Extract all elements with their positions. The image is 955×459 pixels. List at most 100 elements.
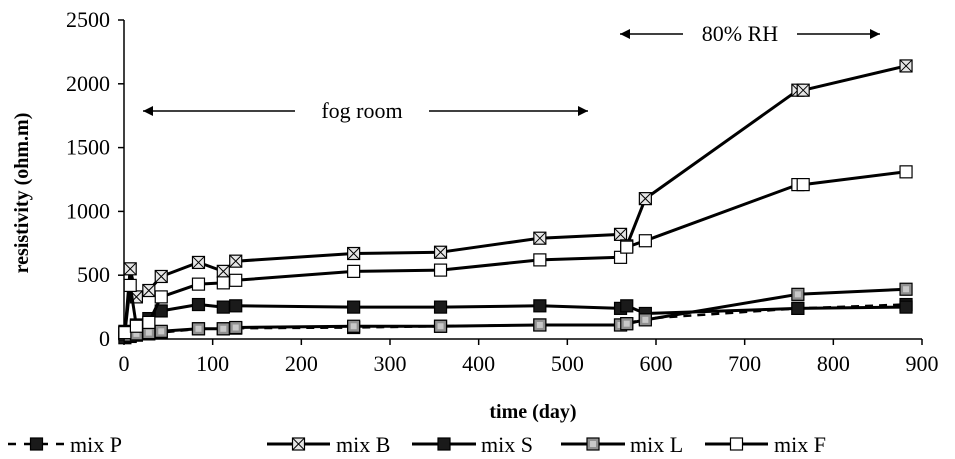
- marker-cross: [123, 262, 137, 276]
- data-point: [433, 263, 448, 277]
- marker-box: [216, 300, 230, 314]
- series-mix-f: [118, 165, 913, 340]
- y-tick-label: 500: [77, 262, 110, 287]
- legend-label: mix F: [774, 432, 826, 457]
- data-point: [796, 178, 810, 192]
- marker-box: [154, 290, 168, 304]
- data-point: [216, 322, 230, 336]
- data-point: [899, 59, 913, 73]
- marker-core: [437, 323, 444, 330]
- data-point: [191, 322, 206, 336]
- data-point: [123, 262, 137, 276]
- legend-entry-mix-p: mix P: [8, 432, 122, 457]
- x-tick-label: 100: [196, 351, 229, 376]
- series-mix-l: [118, 282, 913, 342]
- legend-label: mix L: [630, 432, 683, 457]
- marker-box: [433, 263, 448, 277]
- x-tick-label: 500: [551, 351, 584, 376]
- y-tick-label: 1000: [66, 198, 110, 223]
- data-point: [347, 264, 361, 278]
- data-point: [142, 315, 156, 330]
- marker-box: [620, 240, 634, 254]
- data-point: [620, 317, 634, 331]
- marker-core: [195, 325, 202, 332]
- data-point: [229, 320, 243, 335]
- marker-box: [791, 301, 805, 315]
- x-tick-label: 300: [374, 351, 407, 376]
- data-point: [118, 326, 132, 340]
- marker-box: [638, 234, 652, 248]
- data-point: [899, 165, 913, 179]
- series-line: [123, 64, 907, 333]
- legend-entry-mix-b: mix B: [267, 432, 390, 457]
- data-point: [191, 255, 206, 270]
- data-point: [216, 276, 230, 290]
- data-point: [620, 299, 634, 313]
- marker-cross: [347, 247, 361, 260]
- marker-box: [729, 437, 744, 451]
- data-point: [533, 231, 547, 245]
- marker-cross: [639, 192, 652, 205]
- marker-box: [129, 319, 144, 333]
- legend-label: mix P: [70, 432, 122, 457]
- marker-cross: [796, 83, 810, 97]
- legend-marker: [29, 437, 44, 451]
- y-tick-label: 1500: [66, 135, 110, 160]
- data-point: [229, 299, 243, 313]
- marker-box: [533, 299, 547, 313]
- arrow-head: [578, 106, 588, 116]
- series-mix-b: [118, 59, 913, 340]
- marker-box: [29, 437, 44, 451]
- data-point: [638, 234, 652, 248]
- data-point: [433, 319, 448, 333]
- marker-box: [142, 315, 156, 330]
- data-point: [129, 319, 144, 333]
- data-point: [191, 297, 206, 312]
- legend-label: mix B: [336, 432, 390, 457]
- marker-cross: [142, 284, 156, 297]
- data-point: [229, 254, 243, 268]
- data-point: [433, 245, 448, 259]
- x-tick-label: 600: [640, 351, 673, 376]
- marker-core: [158, 328, 165, 335]
- data-point: [347, 319, 361, 333]
- marker-box: [620, 299, 634, 313]
- marker-cross: [614, 228, 627, 241]
- data-point: [216, 300, 230, 314]
- y-tick-label: 0: [99, 326, 110, 351]
- tick-labels: 0 500 1000 1500 2000 2500 0 100 200 300 400 500 600 7…: [66, 7, 939, 376]
- fog-room-annotation: fog room: [143, 98, 588, 123]
- x-tick-label: 0: [119, 351, 130, 376]
- marker-cross: [229, 254, 243, 268]
- marker-box: [347, 264, 361, 278]
- marker-cross: [533, 231, 547, 245]
- data-point: [347, 300, 361, 314]
- marker-core: [220, 325, 227, 332]
- series-layer: [118, 59, 913, 345]
- marker-core: [623, 320, 630, 327]
- marker-box: [433, 300, 448, 314]
- marker-core: [350, 323, 357, 330]
- legend-entry-mix-s: mix S: [412, 432, 533, 457]
- data-point: [899, 282, 913, 296]
- x-axis-title: time (day): [489, 401, 576, 423]
- marker-core: [232, 324, 239, 331]
- marker-box: [899, 165, 913, 179]
- data-point: [154, 324, 168, 338]
- legend: mix P mix B mix S mix L mix F: [8, 432, 826, 457]
- x-tick-label: 200: [285, 351, 318, 376]
- y-tick-label: 2500: [66, 7, 110, 32]
- data-point: [638, 313, 652, 327]
- 80pct-rh-annotation-label: 80% RH: [702, 21, 779, 46]
- marker-box: [347, 300, 361, 314]
- data-point: [533, 299, 547, 313]
- marker-cross: [154, 270, 168, 283]
- data-point: [791, 301, 805, 315]
- marker-box: [437, 437, 451, 451]
- marker-core: [903, 286, 910, 293]
- data-point: [229, 273, 243, 287]
- data-point: [613, 227, 628, 241]
- marker-cross: [292, 437, 305, 451]
- 80pct-rh-annotation: 80% RH: [620, 21, 880, 46]
